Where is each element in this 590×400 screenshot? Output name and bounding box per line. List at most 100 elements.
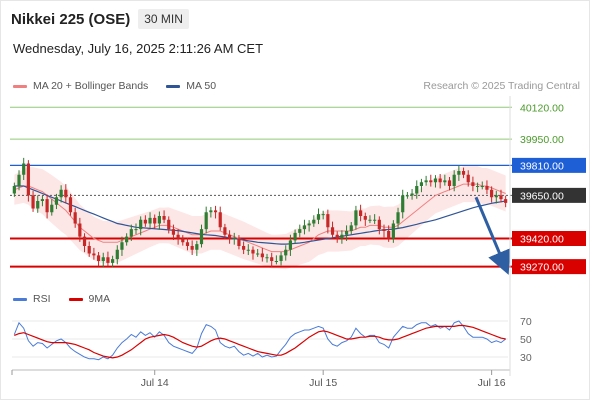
candle bbox=[190, 240, 194, 255]
candle-body bbox=[120, 242, 124, 250]
candle-body bbox=[387, 231, 391, 239]
candle bbox=[391, 220, 395, 243]
candle bbox=[335, 231, 339, 243]
candle bbox=[298, 224, 302, 238]
candle-body bbox=[185, 242, 190, 246]
candle-body bbox=[251, 249, 255, 254]
ma50-line bbox=[14, 185, 506, 245]
candle bbox=[195, 240, 199, 256]
candle-body bbox=[415, 186, 419, 194]
candle-body bbox=[218, 212, 222, 228]
candle bbox=[64, 184, 68, 204]
candle bbox=[209, 207, 213, 218]
candle bbox=[457, 165, 461, 181]
candle bbox=[17, 170, 21, 191]
candle-body bbox=[429, 180, 433, 183]
candle bbox=[162, 210, 166, 224]
candle bbox=[302, 219, 307, 235]
candle bbox=[176, 229, 180, 245]
candle-body bbox=[298, 229, 302, 233]
candle bbox=[22, 157, 26, 180]
candle-body bbox=[316, 214, 321, 220]
candle-body bbox=[480, 186, 484, 187]
candle-body bbox=[64, 189, 68, 198]
candle bbox=[490, 186, 494, 203]
candle-body bbox=[405, 195, 409, 197]
candle bbox=[499, 189, 503, 203]
candle-body bbox=[40, 199, 45, 201]
candle bbox=[363, 212, 367, 226]
candle bbox=[349, 222, 353, 235]
candle bbox=[387, 225, 391, 242]
candle-body bbox=[223, 227, 227, 235]
candle-body bbox=[494, 195, 498, 198]
candle bbox=[246, 244, 250, 255]
candle bbox=[157, 211, 161, 230]
candle-body bbox=[82, 236, 87, 246]
candle bbox=[373, 214, 377, 225]
bollinger-band-area bbox=[14, 166, 506, 270]
candle bbox=[78, 217, 82, 242]
candle bbox=[134, 223, 138, 235]
candle bbox=[54, 193, 59, 210]
candle-body bbox=[143, 219, 147, 224]
candle-body bbox=[171, 229, 176, 235]
candle bbox=[73, 207, 77, 228]
candle-body bbox=[45, 199, 49, 213]
candle-body bbox=[87, 246, 91, 254]
candle-body bbox=[443, 180, 447, 183]
candle-body bbox=[326, 214, 330, 228]
candle-body bbox=[232, 238, 236, 240]
candle-body bbox=[157, 216, 161, 224]
candle bbox=[447, 177, 452, 191]
candle-body bbox=[368, 219, 372, 221]
candle bbox=[424, 175, 428, 186]
rsi-line bbox=[13, 320, 507, 361]
candle bbox=[433, 175, 438, 188]
candle-body bbox=[125, 236, 129, 243]
moving-averages bbox=[14, 183, 506, 253]
candle-body bbox=[17, 174, 21, 186]
candle-body bbox=[391, 223, 395, 239]
candle bbox=[485, 180, 489, 195]
candle-body bbox=[373, 219, 377, 221]
candle-body bbox=[167, 219, 171, 230]
candle bbox=[227, 230, 232, 244]
interval-button[interactable]: 30 MIN bbox=[138, 9, 189, 29]
candle bbox=[256, 249, 260, 257]
level-label-bg-39420-00 bbox=[512, 231, 586, 246]
candle bbox=[139, 216, 143, 236]
rsi-ma-line bbox=[14, 324, 506, 359]
candle bbox=[120, 236, 124, 256]
candle bbox=[237, 235, 241, 250]
price-level-labels: 40120.00 39950.00 39810.00 39650.00 39420.00… bbox=[512, 102, 586, 275]
candle-body bbox=[190, 246, 194, 250]
candle bbox=[429, 174, 433, 187]
candle bbox=[410, 189, 414, 200]
candle-body bbox=[279, 255, 283, 261]
candle bbox=[185, 237, 190, 251]
candle-body bbox=[335, 234, 339, 239]
candle bbox=[223, 223, 227, 240]
candle-body bbox=[410, 193, 414, 196]
level-label-bg-39650-00 bbox=[512, 187, 586, 203]
candle bbox=[171, 224, 176, 240]
candle bbox=[443, 174, 447, 186]
candle-body bbox=[312, 219, 316, 224]
candle bbox=[12, 182, 16, 197]
candle-body bbox=[382, 229, 386, 231]
credit-label: Research © 2025 Trading Central bbox=[423, 80, 580, 92]
candle-body bbox=[433, 178, 438, 183]
candle bbox=[106, 251, 110, 267]
candle-body bbox=[209, 210, 213, 213]
candlesticks bbox=[12, 157, 508, 268]
ma20-line bbox=[14, 183, 506, 253]
rsi-tick-70: 70 bbox=[520, 316, 532, 328]
candle-body bbox=[134, 229, 138, 231]
rsi-pane: 70 50 30 bbox=[12, 316, 532, 364]
bollinger-bands bbox=[14, 166, 506, 270]
candle bbox=[26, 160, 30, 202]
candle bbox=[167, 216, 171, 234]
chart-header: Nikkei 225 (OSE) 30 MIN bbox=[11, 8, 189, 30]
